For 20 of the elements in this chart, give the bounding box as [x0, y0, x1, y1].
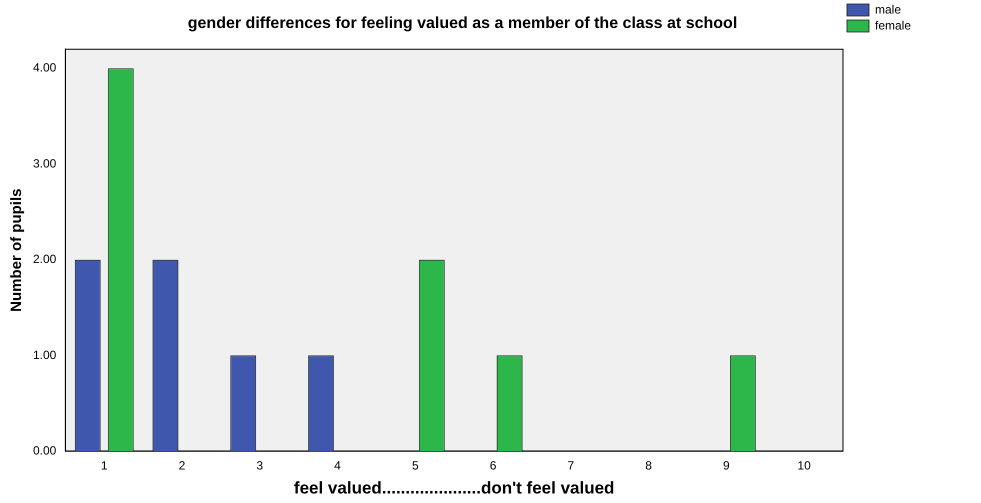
x-tick-label: 5: [412, 458, 419, 473]
y-tick-label: 0.00: [32, 444, 57, 458]
x-tick-label: 10: [797, 458, 812, 473]
y-tick-label: 4.00: [32, 60, 57, 75]
y-tick-label: 1.00: [32, 348, 57, 362]
x-tick-label: 2: [178, 458, 186, 473]
x-tick-label: 8: [645, 458, 652, 473]
legend-label: male: [874, 2, 902, 16]
y-tick-label: 3.00: [32, 156, 57, 170]
x-axis-title: feel valued.....................don't feel valued: [294, 478, 614, 498]
x-tick-label: 4: [334, 458, 342, 473]
x-tick-label: 3: [256, 458, 264, 473]
y-tick-label: 2.00: [32, 252, 57, 266]
x-tick-label: 6: [490, 458, 497, 473]
x-tick-label: 7: [567, 458, 574, 473]
x-tick-label: 9: [722, 458, 730, 473]
x-tick-label: 1: [100, 458, 108, 473]
chart-title: gender differences for feeling valued as a member of the class at school: [188, 15, 738, 32]
legend-label: female: [874, 18, 912, 32]
y-axis-title: Number of pupils: [8, 188, 26, 312]
